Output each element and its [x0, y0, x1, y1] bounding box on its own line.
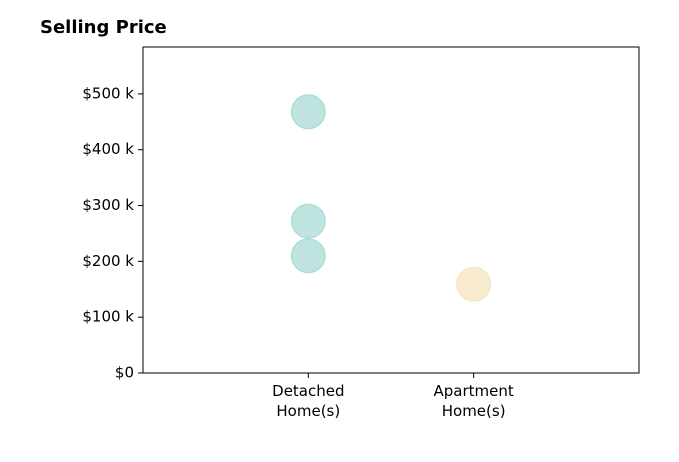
- point: [456, 266, 492, 302]
- y-tick-label: $0: [115, 364, 134, 382]
- x-tick-label: Detached Home(s): [272, 382, 345, 420]
- point: [290, 238, 326, 274]
- x-tick-label: Apartment Home(s): [433, 382, 514, 420]
- y-tick-label: $200 k: [82, 252, 134, 270]
- point: [290, 203, 326, 239]
- chart-title: Selling Price: [40, 17, 167, 38]
- y-tick-label: $500 k: [82, 84, 134, 102]
- y-tick-label: $300 k: [82, 196, 134, 214]
- y-tick-label: $100 k: [82, 308, 134, 326]
- plot-frame: [142, 46, 640, 374]
- y-tick-label: $400 k: [82, 140, 134, 158]
- point: [290, 94, 326, 130]
